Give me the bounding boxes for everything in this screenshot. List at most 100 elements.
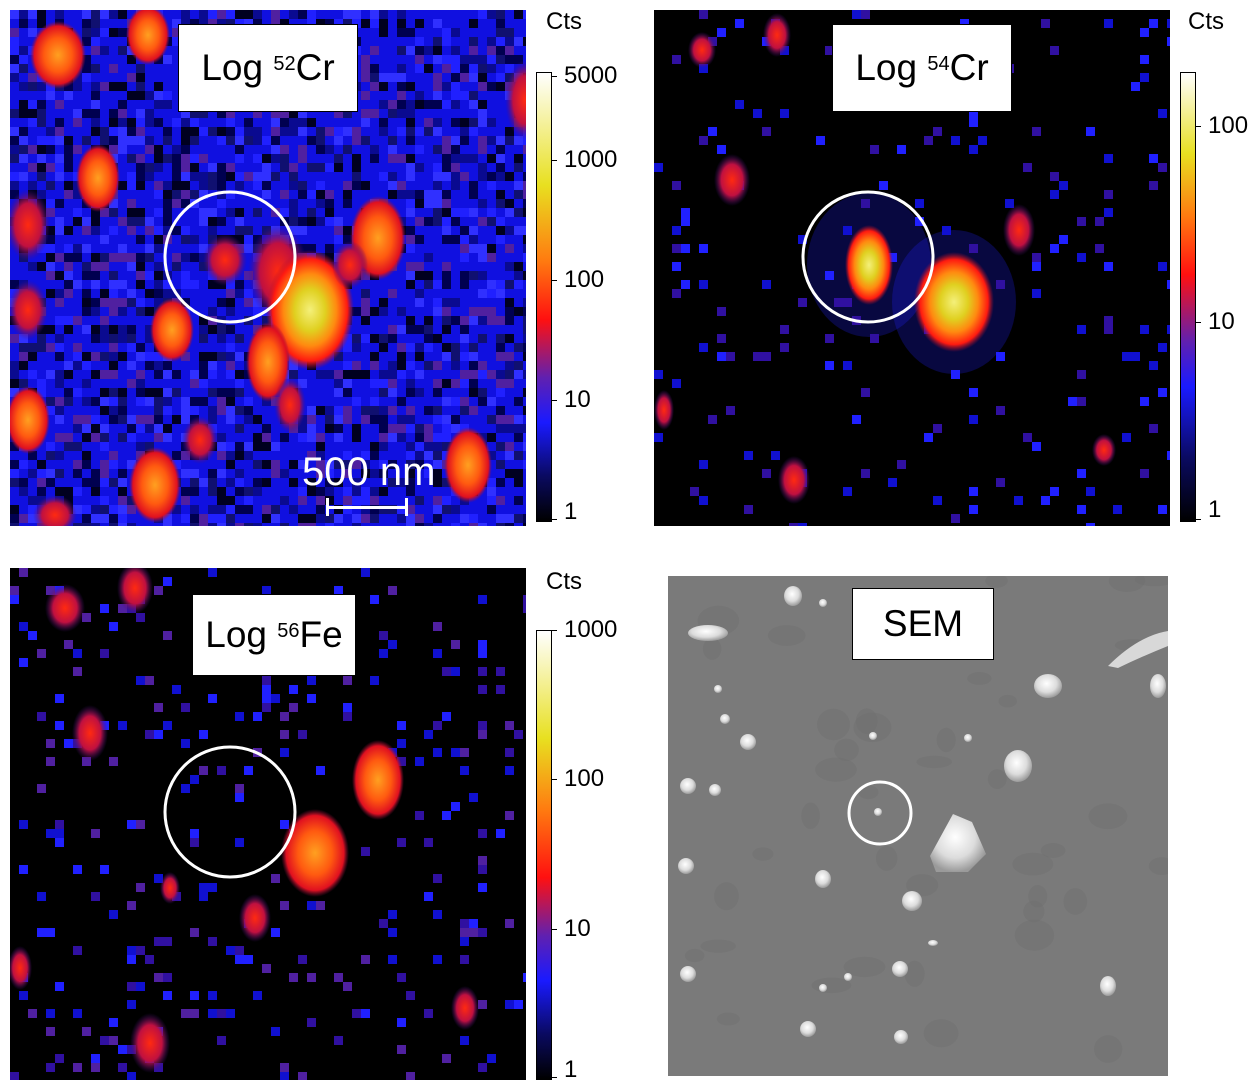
cr54-spot-4	[1003, 204, 1035, 256]
fe56-label: Log 56 Fe	[192, 594, 356, 676]
sem-texture	[923, 1019, 959, 1048]
sem-texture	[855, 708, 878, 734]
sem-particle-24	[874, 808, 882, 816]
sem-texture	[1148, 857, 1168, 876]
sem-texture	[1028, 885, 1048, 908]
sem-edge-particle	[1108, 631, 1168, 668]
sem-texture	[936, 727, 956, 753]
cr52-spot-2	[76, 144, 120, 212]
sem-texture	[684, 948, 705, 963]
cr52-spot-4	[10, 280, 48, 340]
fe56-colorbar-title: Cts	[546, 568, 582, 595]
sem-texture	[1134, 576, 1168, 587]
roi-circle	[801, 190, 935, 324]
pixel-noise	[10, 568, 526, 1080]
sem-particle-22	[1034, 674, 1062, 698]
cr54-colorbar	[1180, 72, 1196, 522]
fe56-spot-6	[130, 1013, 170, 1073]
fe56-spot-2	[72, 705, 108, 761]
cr52-spot-15	[129, 447, 181, 523]
sem-texture	[801, 802, 820, 830]
sem-particle-2	[688, 625, 728, 641]
sem-texture	[700, 939, 736, 953]
scale-bar	[326, 506, 408, 509]
scale-bar-cap-right	[405, 498, 408, 516]
scale-bar-label: 500 nm	[302, 450, 436, 494]
sem-texture	[816, 708, 850, 741]
fe56-spot-4	[45, 584, 85, 632]
cr52-colorbar	[536, 72, 552, 522]
sem-texture	[998, 694, 1018, 708]
sem-particle-18	[819, 984, 827, 992]
fe56-tick-1000: 1000	[564, 616, 618, 643]
cr52-spot-12	[332, 241, 368, 289]
sem-texture	[1012, 852, 1054, 876]
cr54-label: Log 54 Cr	[832, 24, 1012, 112]
pixel-noise	[10, 10, 526, 526]
fe56-tick-10: 10	[564, 915, 591, 942]
fe56-spot-8	[10, 946, 32, 990]
sem-particle-5	[740, 734, 756, 750]
sem-particle-23	[1150, 674, 1166, 698]
sem-particle-16	[892, 961, 908, 977]
cr52-tick-100: 100	[564, 266, 605, 293]
sem-particle-20	[894, 1030, 908, 1044]
sem-texture	[1063, 888, 1088, 915]
cr52-tick-1000: 1000	[564, 146, 618, 173]
cr54-spot-6	[688, 32, 716, 68]
fe56-spot-0	[281, 809, 349, 897]
fe56-colorbar	[536, 630, 552, 1080]
sem-texture	[834, 738, 859, 762]
cr52-spot-5	[150, 298, 194, 362]
cr54-spot-5	[778, 456, 810, 504]
cr54-spot-1	[914, 252, 994, 352]
fe56-spot-7	[451, 986, 479, 1030]
sem-texture	[716, 1012, 740, 1026]
sem-particle-10	[964, 734, 972, 742]
cr52-spot-6	[203, 234, 247, 286]
cr52-tick-5000: 5000	[564, 62, 618, 89]
sem-texture	[906, 874, 939, 897]
sem-micrograph	[678, 576, 1168, 1063]
sem-particle-4	[720, 714, 730, 724]
sem-texture	[815, 757, 857, 782]
cr54-spot-7	[654, 390, 674, 430]
cr52-spot-3	[10, 189, 50, 261]
sem-texture	[1023, 900, 1045, 923]
fe56-tick-1: 1	[564, 1056, 578, 1083]
cr52-tick-1: 1	[564, 498, 578, 525]
sem-texture	[714, 882, 739, 911]
cr52-tick-10: 10	[564, 386, 591, 413]
cr52-spot-18	[33, 495, 77, 526]
sem-particle-19	[800, 1021, 816, 1037]
sem-particle-21	[1100, 976, 1116, 996]
sem-texture	[767, 625, 806, 646]
sem-texture	[985, 576, 1008, 588]
fe56-spot-3	[117, 568, 153, 614]
sem-texture	[1108, 576, 1146, 593]
fe56-spot-9	[160, 872, 180, 904]
sem-texture	[875, 845, 898, 871]
cr54-spot-3	[714, 154, 750, 206]
sem-texture	[987, 769, 1007, 790]
cr52-spot-8	[266, 250, 354, 370]
sem-particle-12	[815, 870, 831, 888]
sem-texture	[1093, 1035, 1123, 1063]
scale-bar-cap-left	[326, 498, 329, 516]
sem-particle-9	[1004, 750, 1032, 782]
cr52-label: Log 52 Cr	[178, 24, 358, 112]
cr52-spot-1	[126, 10, 170, 65]
cr54-tick-100: 100	[1208, 112, 1249, 139]
cr52-spot-13	[10, 386, 50, 454]
sem-texture	[1014, 919, 1055, 951]
fe56-spot-5	[239, 894, 271, 942]
sem-texture	[1088, 803, 1128, 830]
sem-particle-1	[819, 599, 827, 607]
sem-particle-17	[680, 966, 696, 982]
sem-label: SEM	[852, 588, 994, 660]
sem-particle-11	[678, 858, 694, 874]
sem-texture	[853, 712, 892, 743]
sem-particle-13	[902, 891, 922, 911]
cr54-colorbar-title: Cts	[1188, 8, 1224, 35]
sem-particle-6	[680, 778, 696, 794]
